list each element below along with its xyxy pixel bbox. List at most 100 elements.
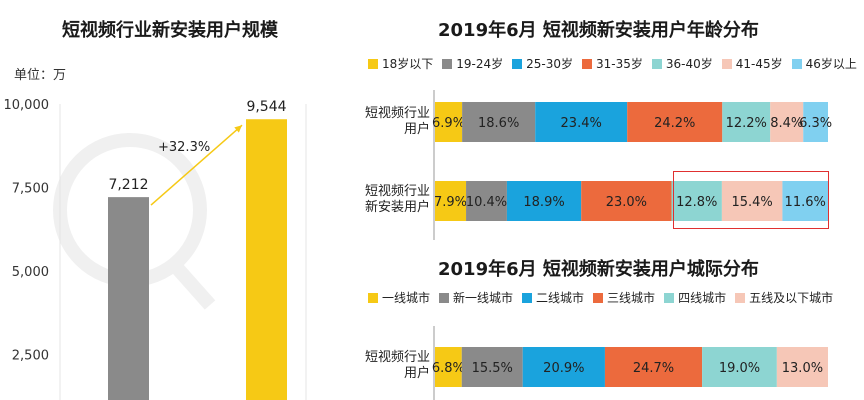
legend-swatch bbox=[442, 58, 453, 69]
stack-segment bbox=[581, 181, 672, 221]
segment-value-label: 8.4% bbox=[770, 116, 803, 131]
legend-swatch bbox=[593, 292, 604, 303]
y-tick-label: 5,000 bbox=[12, 265, 49, 280]
city-row-label-1: 短视频行业 用户 bbox=[340, 350, 430, 382]
growth-arrow-head bbox=[234, 125, 242, 133]
legend-swatch bbox=[721, 58, 732, 69]
y-tick-label: 2,500 bbox=[12, 349, 49, 364]
growth-arrow bbox=[150, 124, 243, 206]
legend-item: 四线城市 bbox=[664, 289, 726, 306]
legend-label: 36-40岁 bbox=[665, 57, 713, 71]
legend-item: 三线城市 bbox=[593, 289, 655, 306]
bar bbox=[246, 119, 287, 400]
segment-value-label: 23.4% bbox=[561, 116, 602, 131]
stack-segment bbox=[435, 347, 462, 387]
bar-value-label: 7,212 bbox=[108, 177, 148, 193]
legend-label: 31-35岁 bbox=[596, 57, 643, 71]
city-chart-title: 2019年6月 短视频新安装用户城际分布 bbox=[438, 259, 759, 280]
stack-segment bbox=[803, 102, 828, 142]
stack-segment bbox=[722, 102, 771, 142]
legend-label: 一线城市 bbox=[382, 291, 431, 305]
growth-label: +32.3% bbox=[158, 140, 210, 155]
age-row-label-1: 短视频行业 用户 bbox=[340, 106, 430, 138]
legend-swatch bbox=[368, 292, 378, 303]
age-chart-title: 2019年6月 短视频新安装用户年龄分布 bbox=[438, 20, 759, 41]
stack-segment bbox=[721, 181, 783, 221]
legend-swatch bbox=[651, 58, 662, 69]
stack-segment bbox=[462, 102, 536, 142]
legend-label: 41-45岁 bbox=[735, 57, 783, 71]
stack-segment bbox=[506, 181, 582, 221]
segment-value-label: 20.9% bbox=[543, 361, 584, 376]
segment-value-label: 10.4% bbox=[466, 195, 507, 210]
segment-value-label: 13.0% bbox=[782, 361, 823, 376]
legend-item: 31-35岁 bbox=[582, 55, 643, 72]
scale-chart-title: 短视频行业新安装用户规模 bbox=[62, 20, 278, 41]
legend-swatch bbox=[664, 292, 675, 303]
legend-item: 新一线城市 bbox=[439, 289, 513, 306]
segment-value-label: 12.2% bbox=[726, 116, 767, 131]
stack-segment bbox=[702, 347, 777, 387]
stack-segment bbox=[435, 181, 467, 221]
legend-item: 19-24岁 bbox=[442, 55, 503, 72]
segment-value-label: 19.0% bbox=[719, 361, 760, 376]
segment-value-label: 7.9% bbox=[434, 195, 467, 210]
city-row-label-1-line1: 短视频行业 bbox=[364, 350, 430, 365]
legend-item: 五线及以下城市 bbox=[735, 289, 833, 306]
unit-label: 单位：万 bbox=[14, 68, 67, 83]
segment-value-label: 24.2% bbox=[654, 116, 695, 131]
age-row-label-2-line1: 短视频行业 bbox=[364, 184, 430, 199]
highlight-box bbox=[673, 171, 829, 229]
legend-swatch bbox=[522, 292, 533, 303]
legend-label: 18岁以下 bbox=[382, 57, 434, 71]
legend-item: 18岁以下 bbox=[368, 55, 433, 72]
segment-value-label: 6.9% bbox=[432, 116, 465, 131]
segment-value-label: 18.6% bbox=[478, 116, 519, 131]
segment-value-label: 23.0% bbox=[606, 195, 647, 210]
age-row-label-2: 短视频行业 新安装用户 bbox=[340, 184, 430, 216]
legend-swatch bbox=[791, 58, 802, 69]
segment-value-label: 6.3% bbox=[799, 116, 832, 131]
stack-segment bbox=[782, 181, 828, 221]
legend-label: 25-30岁 bbox=[526, 57, 574, 71]
segment-value-label: 24.7% bbox=[633, 361, 674, 376]
stack-segment bbox=[435, 102, 463, 142]
age-row-label-2-line2: 新安装用户 bbox=[364, 200, 430, 215]
legend-swatch bbox=[735, 292, 746, 303]
stack-segment bbox=[522, 347, 605, 387]
stack-segment bbox=[604, 347, 703, 387]
city-legend: 一线城市 新一线城市 二线城市 三线城市 四线城市 五线及以下城市 bbox=[368, 289, 842, 306]
legend-item: 46岁以上 bbox=[791, 55, 857, 72]
city-row-label-1-line2: 用户 bbox=[403, 366, 430, 381]
legend-swatch bbox=[439, 292, 450, 303]
legend-item: 一线城市 bbox=[368, 289, 430, 306]
segment-value-label: 11.6% bbox=[785, 195, 826, 210]
segment-value-label: 12.8% bbox=[676, 195, 717, 210]
legend-item: 41-45岁 bbox=[721, 55, 783, 72]
legend-label: 四线城市 bbox=[678, 291, 727, 305]
stack-segment bbox=[627, 102, 723, 142]
segment-value-label: 18.9% bbox=[523, 195, 564, 210]
y-tick-label: 7,500 bbox=[12, 182, 49, 197]
legend-label: 46岁以上 bbox=[805, 57, 857, 71]
legend-swatch bbox=[368, 58, 378, 69]
age-row-label-1-line2: 用户 bbox=[403, 122, 430, 137]
legend-label: 19-24岁 bbox=[456, 57, 504, 71]
legend-label: 五线及以下城市 bbox=[749, 291, 834, 305]
y-tick-label: 10,000 bbox=[4, 98, 50, 113]
stack-segment bbox=[466, 181, 507, 221]
bar-value-label: 9,544 bbox=[246, 99, 286, 115]
segment-value-label: 6.8% bbox=[432, 361, 465, 376]
age-legend: 18岁以下 19-24岁 25-30岁 31-35岁 36-40岁 41-45岁 46岁以上 bbox=[368, 55, 864, 72]
bar bbox=[108, 197, 149, 400]
legend-swatch bbox=[582, 58, 593, 69]
stack-segment bbox=[770, 102, 804, 142]
legend-item: 25-30岁 bbox=[512, 55, 573, 72]
legend-item: 二线城市 bbox=[522, 289, 584, 306]
legend-label: 新一线城市 bbox=[453, 291, 514, 305]
legend-swatch bbox=[512, 58, 523, 69]
legend-label: 二线城市 bbox=[536, 291, 585, 305]
age-row-label-1-line1: 短视频行业 bbox=[364, 106, 430, 121]
scale-bar-chart: 2,500 5,000 7,500 10,000 7,212 9,544 +32.3% bbox=[4, 98, 307, 400]
